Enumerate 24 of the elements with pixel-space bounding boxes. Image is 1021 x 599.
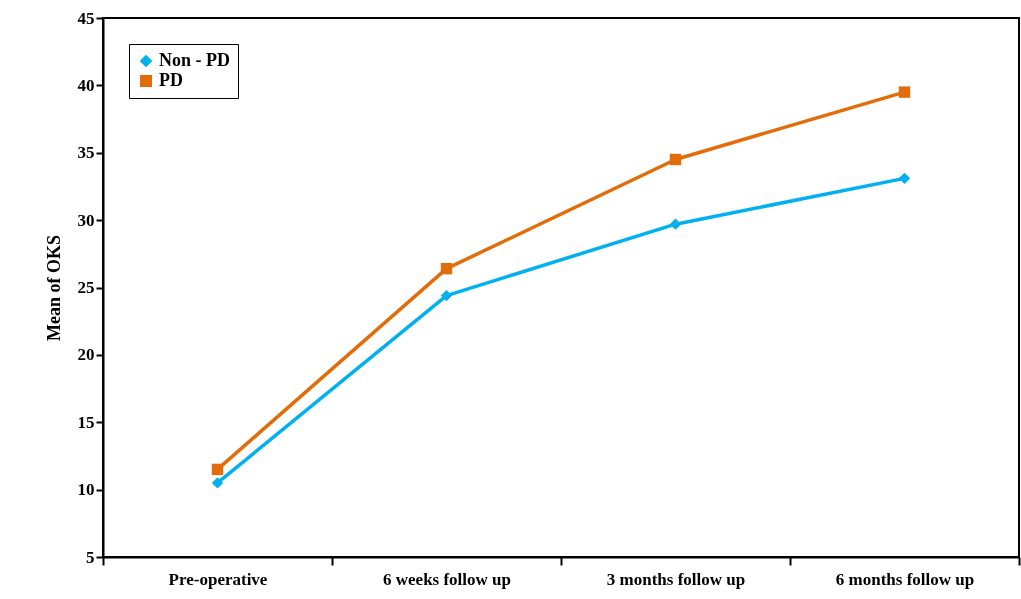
y-tick-label: 20 (77, 345, 95, 365)
point (211, 463, 224, 476)
y-tick-label: 30 (77, 210, 95, 230)
y-axis-title: Mean of OKS (43, 235, 64, 341)
y-tick-label: 15 (77, 412, 95, 432)
y-tick-label: 45 (77, 8, 95, 28)
point (669, 153, 682, 166)
y-tick-label: 10 (77, 480, 95, 500)
point (898, 86, 911, 98)
x-tick-label: 6 months follow up (835, 569, 975, 589)
y-tick-label: 5 (86, 547, 95, 567)
x-tick-label: 6 weeks follow up (383, 569, 511, 589)
legend-label: Non - PD (159, 50, 230, 70)
x-tick-label: Pre-operative (168, 569, 268, 589)
x-tick-label: 3 months follow up (606, 569, 746, 589)
point (440, 289, 453, 302)
legend-label: PD (159, 70, 183, 90)
point (898, 172, 911, 185)
point (211, 477, 224, 489)
y-tick-label: 40 (77, 75, 95, 95)
point (440, 262, 453, 275)
point (669, 218, 682, 230)
y-tick-label: 35 (77, 143, 95, 163)
y-tick-label: 25 (77, 278, 95, 297)
